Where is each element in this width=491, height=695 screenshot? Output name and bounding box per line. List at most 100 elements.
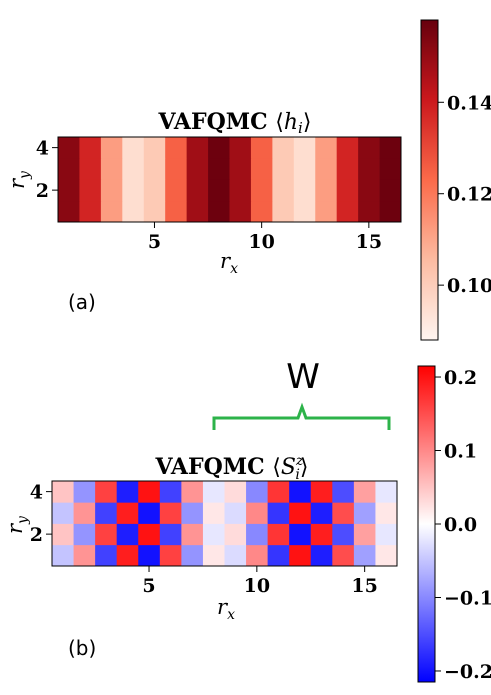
colorbar-tick-label-b-0: −0.2 xyxy=(444,661,491,683)
panel-a-title-quantity: h xyxy=(284,110,298,135)
heat-cell-b-7-1 xyxy=(181,544,204,567)
heat-cell-a-10-2 xyxy=(250,179,273,202)
heat-cell-a-4-4 xyxy=(122,137,145,159)
heat-cell-b-9-4 xyxy=(224,481,247,503)
heat-cell-b-5-1 xyxy=(138,544,161,567)
heat-cell-a-9-2 xyxy=(229,179,252,202)
heat-cell-b-8-1 xyxy=(202,544,225,567)
heat-cell-a-3-4 xyxy=(100,137,123,159)
heat-cell-a-1-2 xyxy=(58,179,80,202)
panel-b-xlabel-base: r xyxy=(217,595,229,619)
heat-cell-a-16-4 xyxy=(379,137,402,159)
heat-cell-b-11-4 xyxy=(267,481,290,503)
panel-a-ylabel-base: r xyxy=(5,177,29,189)
heat-cell-a-12-1 xyxy=(293,200,316,223)
heat-cell-a-13-4 xyxy=(315,137,338,159)
panel-b-title-main: VAFQMC xyxy=(155,454,265,480)
heat-cell-b-8-4 xyxy=(202,481,225,503)
heat-cell-b-12-2 xyxy=(289,523,312,546)
heat-cell-a-11-4 xyxy=(272,137,295,159)
panel-a-title-bracket-close: ⟩ xyxy=(303,110,312,135)
panel-b-title: VAFQMC ⟨Sz i⟩ xyxy=(155,453,309,483)
heat-cell-a-5-2 xyxy=(143,179,166,202)
panel-b-title-index: i xyxy=(295,467,299,483)
heat-cell-b-4-2 xyxy=(116,523,139,546)
heat-cell-b-13-3 xyxy=(310,502,333,524)
heat-cell-a-15-3 xyxy=(358,158,380,180)
panel-b-xlabel-sub: x xyxy=(227,607,235,623)
colorbar-b xyxy=(417,365,436,683)
y-ticks-a: 24 xyxy=(36,138,58,202)
heat-cell-a-8-4 xyxy=(208,137,230,159)
heat-cell-a-10-3 xyxy=(250,158,273,180)
heat-cell-a-15-1 xyxy=(358,200,380,223)
panel-b-title-super: z xyxy=(295,453,304,469)
colorbar-tick-label-b-2: 0.0 xyxy=(444,514,477,536)
colorbar-tick-label-b-4: 0.2 xyxy=(444,367,477,389)
heat-cell-b-10-3 xyxy=(246,502,269,524)
heat-cell-a-15-2 xyxy=(358,179,380,202)
heat-cell-a-14-3 xyxy=(336,158,359,180)
annotation-w: W xyxy=(286,357,320,397)
heat-cell-b-11-1 xyxy=(267,544,290,567)
heat-cell-b-6-4 xyxy=(159,481,182,503)
heat-cell-b-5-3 xyxy=(138,502,161,524)
heat-cell-b-8-3 xyxy=(202,502,225,524)
heat-cell-b-2-1 xyxy=(73,544,96,567)
x-tick-label-a-10: 10 xyxy=(248,231,274,253)
heat-cell-b-10-2 xyxy=(246,523,269,546)
heat-cell-a-11-2 xyxy=(272,179,295,202)
heat-cell-a-9-1 xyxy=(229,200,252,223)
colorbar-tick-label-b-3: 0.1 xyxy=(444,441,477,463)
heat-cell-b-12-3 xyxy=(289,502,312,524)
heat-cell-a-1-1 xyxy=(58,200,80,223)
heat-cell-a-4-2 xyxy=(122,179,145,202)
annotation-brace xyxy=(212,402,391,430)
x-ticks-a: 5 10 15 xyxy=(148,222,382,253)
heat-cell-b-14-2 xyxy=(332,523,355,546)
heat-cell-a-8-3 xyxy=(208,158,230,180)
heat-cell-b-7-2 xyxy=(181,523,204,546)
heat-cell-a-13-2 xyxy=(315,179,338,202)
heat-cell-a-11-3 xyxy=(272,158,295,180)
x-tick-label-b-10: 10 xyxy=(244,575,270,597)
panel-a-title: VAFQMC ⟨hi⟩ xyxy=(158,109,312,137)
heatmap-a-frame xyxy=(57,136,402,223)
heat-cell-b-11-2 xyxy=(267,523,290,546)
heat-cell-b-10-4 xyxy=(246,481,269,503)
heat-cell-b-6-1 xyxy=(159,544,182,567)
panel-a: VAFQMC ⟨hi⟩ 5 10 15 24 rx ry (a) 0.100.120… xyxy=(5,19,491,341)
panel-b: W VAFQMC ⟨Sz i⟩ 5 10 15 24 rx ry (b) −0.2−0… xyxy=(3,357,491,683)
heat-cell-a-4-3 xyxy=(122,158,145,180)
heat-cell-a-5-1 xyxy=(143,200,166,223)
colorbar-tick-label-a-0: 0.10 xyxy=(447,275,491,297)
heat-cell-a-1-4 xyxy=(58,137,80,159)
heat-cell-b-15-1 xyxy=(353,544,376,567)
heat-cell-a-5-3 xyxy=(143,158,166,180)
x-tick-label-a-15: 15 xyxy=(356,231,382,253)
heat-cell-a-9-4 xyxy=(229,137,252,159)
heat-cell-a-16-2 xyxy=(379,179,402,202)
heat-cell-a-2-2 xyxy=(79,179,102,202)
heat-cell-b-2-3 xyxy=(73,502,96,524)
heat-cell-a-10-1 xyxy=(250,200,273,223)
heat-cell-a-2-3 xyxy=(79,158,102,180)
heat-cell-b-16-1 xyxy=(375,544,398,567)
colorbar-tick-label-a-2: 0.14 xyxy=(447,92,491,114)
panel-a-ylabel: ry xyxy=(5,170,33,189)
heat-cell-a-4-1 xyxy=(122,200,145,223)
heat-cell-a-1-3 xyxy=(58,158,80,180)
x-ticks-b: 5 10 15 xyxy=(142,566,378,597)
panel-b-title-bracket-close: ⟩ xyxy=(300,455,309,480)
panel-a-xlabel-sub: x xyxy=(230,261,238,277)
heat-cell-a-12-3 xyxy=(293,158,316,180)
heat-cell-a-8-1 xyxy=(208,200,230,223)
heat-cell-b-1-1 xyxy=(52,544,74,567)
colorbar-b-ticks: −0.2 −0.1 0.0 0.1 0.2 xyxy=(435,367,491,683)
heat-cell-a-3-2 xyxy=(100,179,123,202)
heat-cell-a-13-3 xyxy=(315,158,338,180)
heat-cell-b-5-4 xyxy=(138,481,161,503)
heat-cell-b-9-3 xyxy=(224,502,247,524)
heat-cell-b-13-1 xyxy=(310,544,333,567)
heat-cell-a-12-2 xyxy=(293,179,316,202)
